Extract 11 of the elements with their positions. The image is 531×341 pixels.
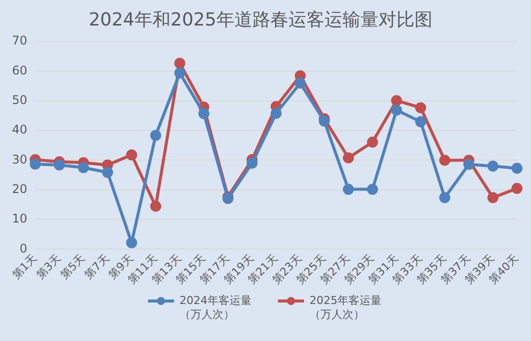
legend-label: 2025年客运量（万人次） xyxy=(310,294,382,322)
y-tick-label: 40 xyxy=(12,122,28,137)
legend-label: 2024年客运量（万人次） xyxy=(180,294,252,322)
y-tick-label: 70 xyxy=(12,34,28,48)
y-tick-label: 60 xyxy=(12,63,28,78)
y-tick-label: 20 xyxy=(12,182,28,196)
y-tick-label: 10 xyxy=(12,212,28,226)
chart-title: 2024年和2025年道路春运客运输量对比图 xyxy=(88,9,432,30)
y-tick-label: 50 xyxy=(12,93,28,108)
y-tick-label: 30 xyxy=(12,152,28,166)
y-tick-label: 0 xyxy=(20,241,28,256)
